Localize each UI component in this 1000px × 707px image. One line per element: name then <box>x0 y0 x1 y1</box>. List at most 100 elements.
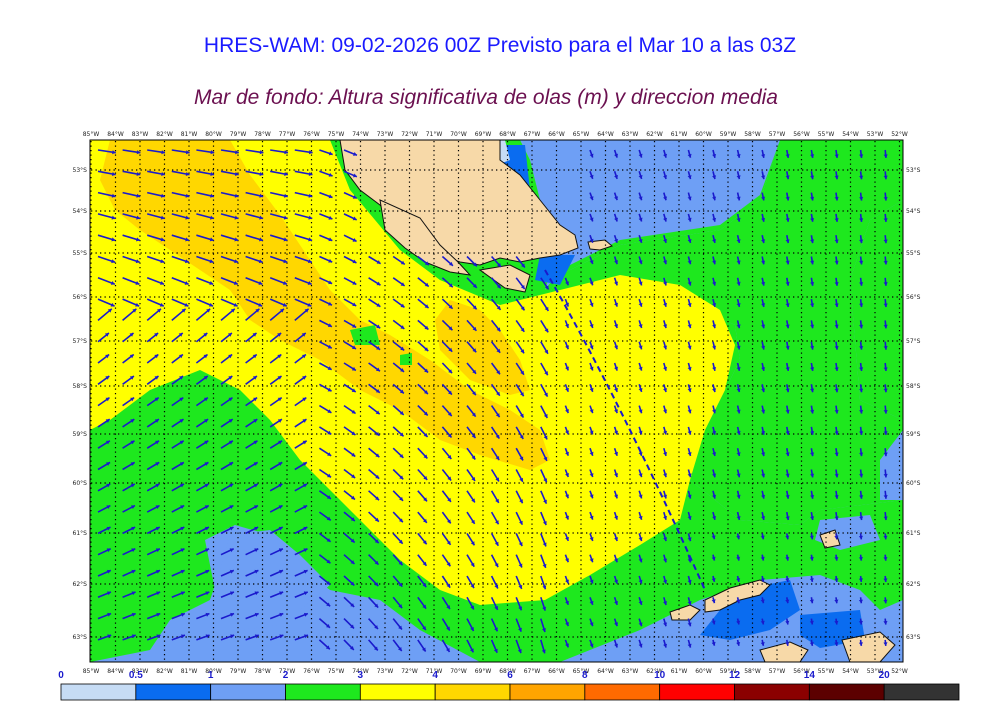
swell-arrow <box>736 235 741 244</box>
swell-arrow <box>319 170 333 177</box>
lat-label-left: 55°S <box>73 250 88 257</box>
swell-arrow <box>663 554 668 563</box>
swell-arrow <box>195 332 208 343</box>
swell-arrow <box>269 332 282 343</box>
lat-label-right: 63°S <box>906 634 921 641</box>
swell-arrow <box>196 526 210 535</box>
swell-arrow <box>245 461 259 471</box>
swell-arrow <box>97 255 116 264</box>
swell-arrow <box>809 554 814 561</box>
swell-arrow <box>343 639 355 651</box>
swell-arrow <box>712 320 717 329</box>
swell-arrow <box>171 191 190 198</box>
swell-arrow <box>761 320 766 329</box>
swell-arrow <box>122 170 141 177</box>
swell-arrow <box>712 362 717 371</box>
swell-arrow <box>490 575 499 589</box>
swell-arrow <box>785 362 790 372</box>
swell-arrow <box>318 596 331 607</box>
lat-label-right: 59°S <box>906 431 921 438</box>
swell-arrow <box>736 426 741 435</box>
swell-arrow <box>171 634 186 641</box>
swell-arrow <box>318 511 332 521</box>
swell-arrow <box>196 234 214 242</box>
swell-arrow <box>834 320 839 329</box>
swell-arrow <box>294 277 312 285</box>
swell-arrow <box>122 548 136 556</box>
swell-arrow <box>785 575 790 583</box>
swell-arrow <box>859 512 864 521</box>
swell-arrow <box>613 469 619 478</box>
swell-arrow <box>736 149 741 158</box>
swell-arrow <box>122 526 136 535</box>
swell-arrow <box>638 490 643 499</box>
swell-arrow <box>147 170 166 177</box>
swell-arrow <box>761 256 766 265</box>
swell-arrow <box>417 447 428 459</box>
lon-label-top: 63°W <box>622 131 639 138</box>
swell-arrow <box>540 362 549 376</box>
swell-arrow <box>318 468 332 478</box>
swell-arrow <box>245 591 259 599</box>
lon-label-bottom: 75°W <box>328 668 345 675</box>
swell-arrow <box>663 618 668 627</box>
swell-arrow <box>392 490 404 502</box>
swell-arrow <box>97 191 116 198</box>
swell-arrow <box>146 277 165 285</box>
lon-label-bottom: 62°W <box>646 668 663 675</box>
swell-arrow <box>711 575 716 583</box>
swell-arrow <box>294 213 313 220</box>
swell-arrow <box>809 533 814 540</box>
lon-label-bottom: 53°W <box>867 668 884 675</box>
swell-arrow <box>515 490 524 504</box>
lon-label-bottom: 76°W <box>303 668 320 675</box>
swell-arrow <box>564 405 570 414</box>
swell-arrow <box>490 298 502 311</box>
swell-arrow <box>858 575 863 583</box>
swell-arrow <box>196 483 210 492</box>
swell-arrow <box>245 298 263 307</box>
swell-arrow <box>319 383 332 392</box>
swell-arrow <box>196 591 210 599</box>
swell-arrow <box>712 469 717 478</box>
colorbar-tick-label: 14 <box>804 670 816 681</box>
swell-arrow <box>564 320 570 329</box>
swell-arrow <box>171 526 185 535</box>
swell-arrow <box>761 192 766 201</box>
swell-arrow <box>319 149 333 156</box>
lon-label-top: 85°W <box>83 131 100 138</box>
swell-arrow <box>122 483 136 492</box>
swell-arrow <box>540 341 549 355</box>
swell-arrow <box>883 235 888 244</box>
lon-label-top: 84°W <box>107 131 124 138</box>
swell-arrow <box>663 149 668 158</box>
swell-arrow <box>760 597 765 604</box>
swell-arrow <box>564 618 570 627</box>
swell-arrow <box>736 256 741 265</box>
swell-arrow <box>196 255 214 264</box>
swell-arrow <box>687 362 692 371</box>
swell-arrow <box>294 418 307 428</box>
swell-arrow <box>417 298 430 309</box>
swell-arrow <box>687 447 692 457</box>
swell-arrow <box>711 554 716 561</box>
swell-arrow <box>122 396 135 407</box>
lon-label-bottom: 55°W <box>818 668 835 675</box>
swell-arrow <box>736 533 741 540</box>
swell-arrow <box>294 191 313 198</box>
swell-arrow <box>196 298 214 307</box>
swell-arrow <box>245 277 263 285</box>
swell-arrow <box>834 362 839 372</box>
lon-label-bottom: 77°W <box>279 668 296 675</box>
swell-arrow <box>146 612 161 620</box>
lon-label-top: 78°W <box>254 131 271 138</box>
swell-arrow <box>785 277 790 286</box>
swell-arrow <box>834 469 839 478</box>
swell-arrow <box>663 447 668 457</box>
swell-arrow <box>540 533 547 547</box>
swell-arrow <box>146 298 165 307</box>
colorbar-tick-label: 0.5 <box>129 670 143 681</box>
swell-arrow <box>736 277 741 286</box>
swell-arrow <box>269 298 288 307</box>
swell-arrow <box>196 277 214 285</box>
